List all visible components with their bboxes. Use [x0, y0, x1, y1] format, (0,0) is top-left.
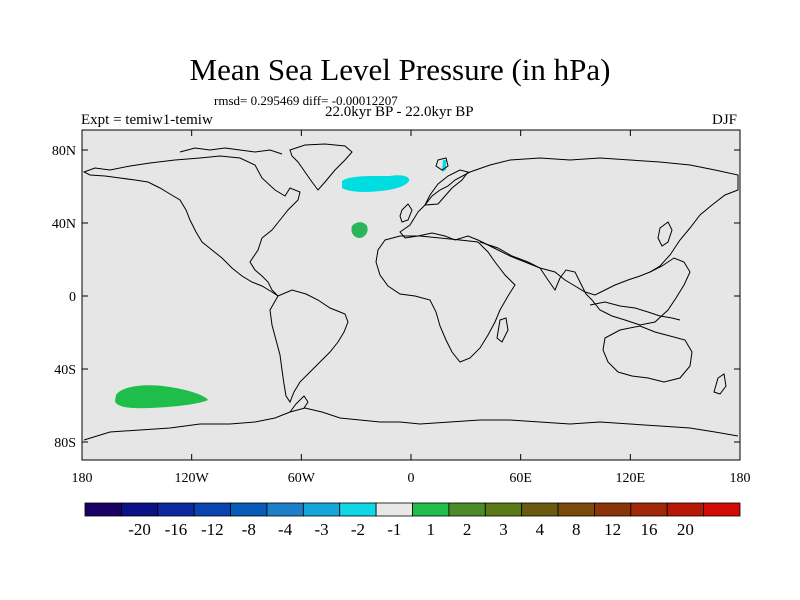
- lon-tick-label: 60W: [288, 471, 316, 486]
- lat-tick-label: 40S: [54, 363, 76, 378]
- australia-coastline: [602, 325, 693, 383]
- colorbar-label: 3: [499, 520, 508, 539]
- madagascar-coastline: [496, 317, 509, 343]
- colorbar-box: [84, 502, 122, 517]
- svalbard-coastline: [435, 157, 449, 171]
- lon-tick-label: 180: [72, 471, 93, 486]
- colorbar-box: [339, 502, 377, 517]
- axis-ticks: [81, 130, 741, 460]
- colorbar-box: [266, 502, 304, 517]
- lat-tick-label: 80S: [54, 436, 76, 451]
- eurasia-coastline: [399, 157, 739, 296]
- colorbar-box: [521, 502, 559, 517]
- colorbar-label: 16: [641, 520, 658, 539]
- colorbar-box: [630, 502, 668, 517]
- scandinavia-coastline: [424, 169, 469, 206]
- colorbar-boxes: [84, 502, 741, 517]
- nordic-seas-negative-anomaly: [342, 175, 410, 192]
- time-period-label: 22.0kyr BP - 22.0kyr BP: [325, 104, 474, 120]
- lon-tick-label: 120W: [175, 471, 210, 486]
- lat-tick-label: 0: [69, 290, 76, 305]
- antarctic-peninsula-coastline: [289, 395, 309, 413]
- colorbar-label: -1: [387, 520, 401, 539]
- new-zealand-coastline: [713, 373, 727, 395]
- colorbar-label: 1: [426, 520, 435, 539]
- colorbar-label: 8: [572, 520, 581, 539]
- colorbar-label: -8: [242, 520, 256, 539]
- colorbar-label: -4: [278, 520, 293, 539]
- colorbar-box: [484, 502, 523, 517]
- colorbar-label: 4: [536, 520, 545, 539]
- colorbar-label: -12: [201, 520, 224, 539]
- south-asia-coastline: [479, 241, 691, 326]
- colorbar-label: -2: [351, 520, 365, 539]
- colorbar-box: [666, 502, 705, 517]
- north-america-coastline: [82, 155, 301, 297]
- map-title: Mean Sea Level Pressure (in hPa): [189, 52, 611, 87]
- japan-coastline: [657, 221, 673, 247]
- lon-tick-label: 60E: [509, 471, 532, 486]
- colorbar-box: [230, 502, 268, 517]
- colorbar-box: [412, 502, 450, 517]
- north-atlantic-positive-anomaly: [351, 222, 368, 238]
- colorbar-box: [557, 502, 595, 517]
- colorbar-box: [703, 502, 741, 517]
- experiment-label: Expt = temiw1-temiw: [81, 112, 213, 128]
- colorbar-label: -16: [165, 520, 188, 539]
- season-label: DJF: [712, 112, 738, 128]
- axis-tick-labels: 80N 40N 0 40S 80S 180 120W 60W 0 60E 120E 180: [52, 144, 751, 486]
- lat-tick-label: 40N: [52, 217, 76, 232]
- colorbar-box: [448, 502, 486, 517]
- colorbar-label: 2: [463, 520, 472, 539]
- colorbar-box: [594, 502, 632, 517]
- arctic-islands-coastline: [179, 147, 283, 155]
- lon-tick-label: 0: [408, 471, 415, 486]
- lon-tick-label: 120E: [616, 471, 646, 486]
- lon-tick-label: 180: [730, 471, 751, 486]
- colorbar-label: 20: [677, 520, 694, 539]
- coastlines: [82, 143, 739, 441]
- colorbar-box: [157, 502, 195, 517]
- colorbar-box: [302, 502, 341, 517]
- colorbar-box: [120, 502, 159, 517]
- colorbar-labels: -20 -16 -12 -8 -4 -3 -2 -1 1 2 3 4 8 12 16 20: [128, 520, 694, 539]
- colorbar-label: -20: [128, 520, 151, 539]
- lat-tick-label: 80N: [52, 144, 76, 159]
- greenland-coastline: [289, 143, 353, 191]
- africa-coastline: [375, 235, 516, 363]
- colorbar-label: -3: [314, 520, 328, 539]
- maritime-continent-coastline: [589, 301, 681, 321]
- south-america-coastline: [269, 289, 349, 404]
- colorbar-box: [375, 502, 413, 517]
- rmsd-diff-stats: rmsd= 0.295469 diff= -0.00012207: [214, 93, 398, 108]
- colorbar-label: 12: [604, 520, 621, 539]
- south-pacific-positive-anomaly: [115, 385, 208, 409]
- colorbar-box: [193, 502, 231, 517]
- antarctica-coastline: [83, 407, 739, 441]
- uk-coastline: [399, 203, 413, 223]
